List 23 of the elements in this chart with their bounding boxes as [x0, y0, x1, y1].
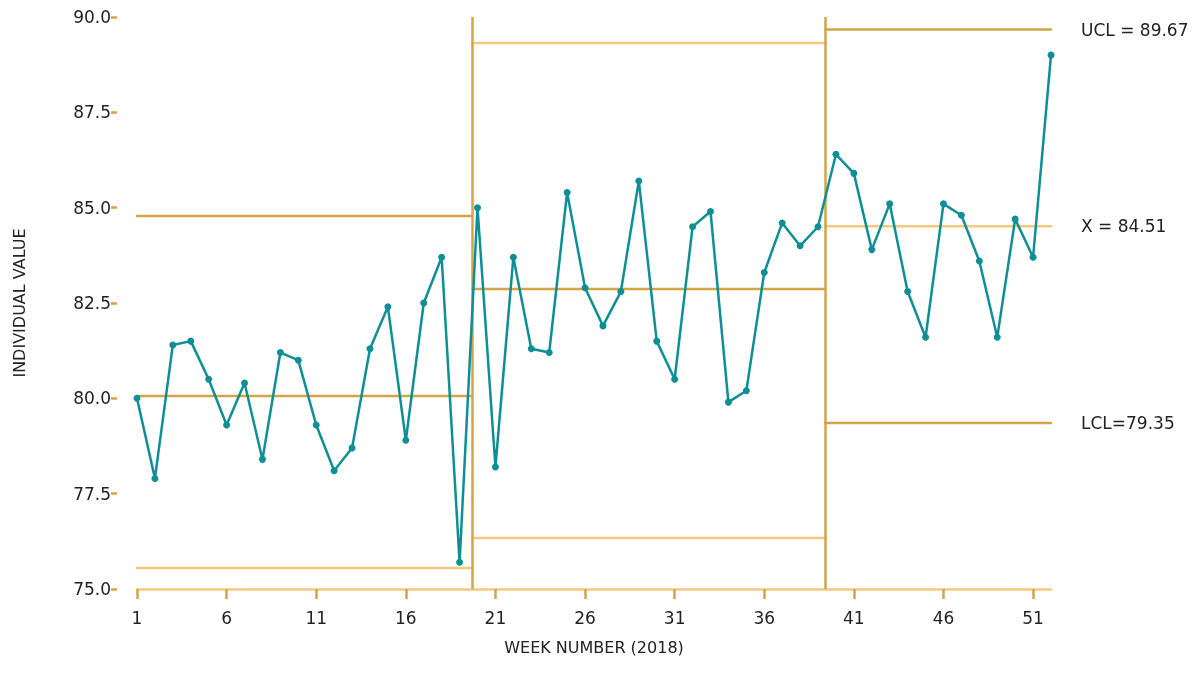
y-tick-label: 90.0 — [73, 7, 111, 27]
x-tick-label: 6 — [221, 607, 233, 628]
series-label: UCL = 89.67 — [1081, 19, 1189, 40]
x-tick-label: 21 — [484, 607, 507, 628]
y-tick-label: 75.0 — [73, 579, 111, 599]
x-tick-label: 46 — [932, 607, 955, 628]
x-tick-label: 26 — [574, 607, 596, 628]
x-tick-label: 31 — [663, 607, 686, 628]
series-label: X = 84.51 — [1081, 216, 1167, 237]
y-axis-title: INDIVIDUAL VALUE — [9, 228, 29, 378]
y-tick-label: 87.5 — [73, 102, 111, 123]
series-label: LCL=79.35 — [1081, 413, 1175, 434]
x-tick-label: 16 — [395, 607, 417, 628]
y-tick-label: 85.0 — [73, 197, 111, 218]
x-tick-label: 41 — [843, 607, 865, 628]
x-axis-title: WEEK NUMBER (2018) — [504, 637, 684, 657]
y-tick-label: 82.5 — [73, 293, 111, 313]
y-tick-label: 80.0 — [73, 388, 111, 409]
x-tick-label: 1 — [131, 607, 143, 628]
x-tick-label: 36 — [753, 607, 776, 628]
x-tick-label: 51 — [1022, 607, 1044, 628]
y-tick-label: 77.5 — [73, 483, 111, 504]
x-tick-label: 11 — [305, 607, 328, 628]
